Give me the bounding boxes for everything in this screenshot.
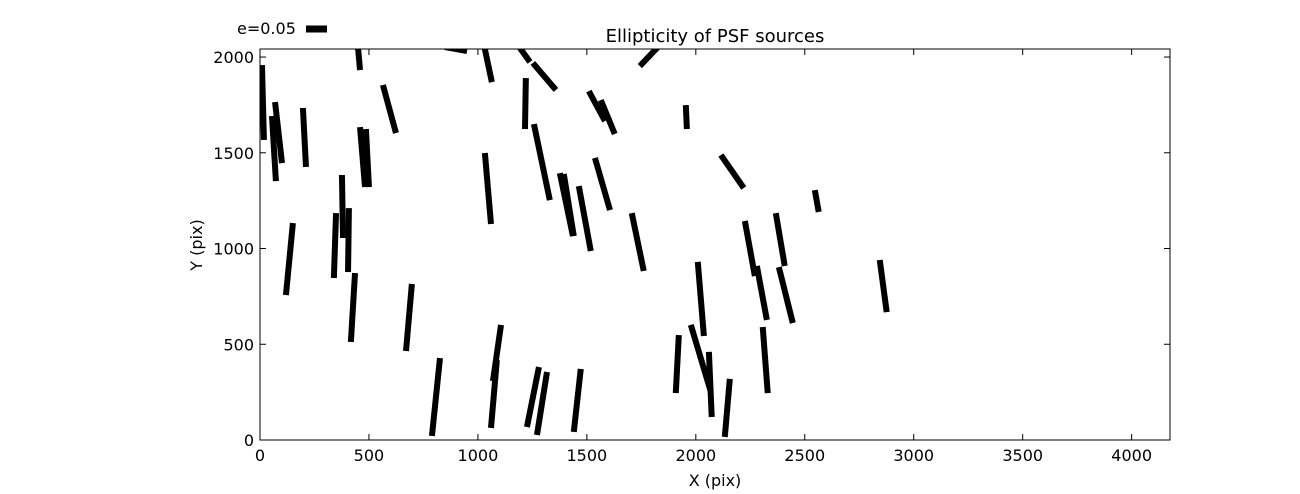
whisker xyxy=(586,89,608,123)
whisker xyxy=(299,107,309,168)
x-tick-label: 3000 xyxy=(893,446,934,465)
whisker xyxy=(282,222,296,296)
whisker xyxy=(347,272,359,343)
whisker xyxy=(481,152,494,225)
x-tick-label: 1000 xyxy=(458,446,499,465)
whisker xyxy=(598,98,618,136)
whisker xyxy=(772,212,788,267)
chart-title: Ellipticity of PSF sources xyxy=(606,26,825,47)
whisker xyxy=(481,49,495,83)
whisker xyxy=(705,351,715,418)
whisker xyxy=(570,368,584,433)
whisker xyxy=(524,366,542,428)
whisker xyxy=(694,261,707,337)
whisker xyxy=(637,49,661,69)
whisker xyxy=(516,49,533,64)
whisker xyxy=(403,283,415,352)
whisker xyxy=(530,123,553,201)
x-tick-label: 0 xyxy=(255,446,265,465)
y-tick-label: 1000 xyxy=(213,240,254,259)
whisker xyxy=(521,78,529,130)
x-tick-label: 2500 xyxy=(784,446,825,465)
x-tick-label: 3500 xyxy=(1002,446,1043,465)
y-tick-label: 0 xyxy=(244,431,254,450)
whisker xyxy=(811,189,822,213)
whisker xyxy=(741,220,758,277)
whisker-group xyxy=(260,49,890,438)
x-tick-label: 1500 xyxy=(567,446,608,465)
whisker xyxy=(487,359,500,429)
y-tick-label: 500 xyxy=(223,335,254,354)
x-tick-label: 4000 xyxy=(1111,446,1152,465)
whisker xyxy=(272,101,285,164)
x-axis-label: X (pix) xyxy=(689,471,742,490)
whisker xyxy=(718,153,747,190)
whisker xyxy=(560,173,577,237)
whisker xyxy=(268,115,279,182)
whisker xyxy=(775,266,796,324)
whisker xyxy=(428,357,443,437)
whisker xyxy=(355,49,364,71)
whisker xyxy=(530,61,559,92)
whisker xyxy=(682,104,690,130)
key-label: e=0.05 xyxy=(237,19,296,38)
whisker xyxy=(628,212,647,272)
whisker xyxy=(362,128,372,188)
whisker xyxy=(876,259,890,313)
y-axis-label: Y (pix) xyxy=(187,219,206,271)
y-tick-label: 1500 xyxy=(213,144,254,163)
whisker xyxy=(759,326,771,394)
whisker xyxy=(592,157,613,211)
whisker xyxy=(575,185,594,252)
whisker xyxy=(260,65,267,141)
plot-frame xyxy=(259,48,1171,441)
whisker xyxy=(721,378,733,438)
whisker xyxy=(357,126,369,188)
whisker xyxy=(330,212,340,279)
x-tick-label: 2000 xyxy=(675,446,716,465)
whisker xyxy=(345,208,352,273)
y-tick-label: 2000 xyxy=(213,48,254,67)
x-tick-label: 500 xyxy=(354,446,385,465)
whisker xyxy=(672,334,682,394)
whisker xyxy=(380,84,399,134)
whisker xyxy=(338,174,347,239)
whisker xyxy=(534,371,550,436)
whisker xyxy=(753,265,770,321)
